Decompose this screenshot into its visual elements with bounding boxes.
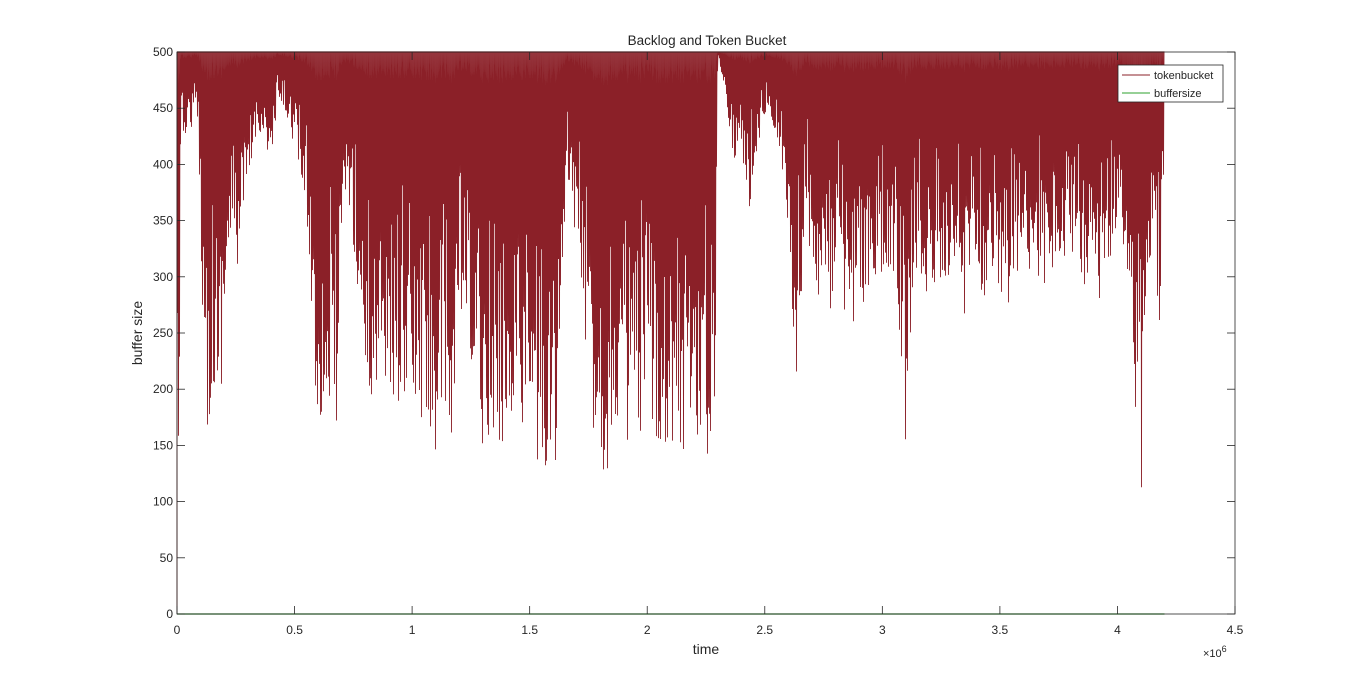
legend-label-buffersize: buffersize bbox=[1154, 88, 1202, 100]
x-axis-exponent: ×106 bbox=[1203, 644, 1227, 660]
x-tick-label: 0.5 bbox=[286, 623, 303, 637]
legend-box bbox=[1117, 64, 1224, 103]
axes: 0 0.5 1 1.5 2 2.5 3 3.5 4 4.5 0 50 100 150 200 250 300 35… bbox=[153, 45, 1244, 637]
y-tick-label: 50 bbox=[160, 551, 174, 565]
y-tick-label: 200 bbox=[153, 382, 173, 396]
y-tick-label: 500 bbox=[153, 45, 173, 59]
x-tick-label: 2.5 bbox=[756, 623, 773, 637]
y-tick-label: 400 bbox=[153, 157, 173, 171]
y-tick-label: 0 bbox=[166, 607, 173, 621]
x-axis-label: time bbox=[693, 641, 720, 657]
x-axis-exponent-power: 6 bbox=[1222, 644, 1227, 654]
x-tick-label: 3 bbox=[879, 623, 886, 637]
y-axis-label: buffer size bbox=[129, 301, 145, 366]
x-axis-exponent-base: ×10 bbox=[1203, 648, 1222, 660]
y-tick-label: 100 bbox=[153, 495, 173, 509]
y-tick-label: 250 bbox=[153, 326, 173, 340]
series-line-tokenbucket bbox=[176, 51, 1165, 614]
y-tick-label: 350 bbox=[153, 214, 173, 228]
x-tick-label: 4.5 bbox=[1227, 623, 1244, 637]
y-tick-label: 300 bbox=[153, 270, 173, 284]
x-tick-label: 4 bbox=[1114, 623, 1121, 637]
x-tick-label: 1 bbox=[409, 623, 416, 637]
legend: tokenbucket buffersize bbox=[1117, 64, 1224, 103]
y-tick-label: 450 bbox=[153, 101, 173, 115]
x-tick-label: 1.5 bbox=[521, 623, 538, 637]
x-tick-label: 3.5 bbox=[992, 623, 1009, 637]
legend-label-tokenbucket: tokenbucket bbox=[1154, 70, 1213, 82]
chart-title: Backlog and Token Bucket bbox=[628, 33, 787, 48]
y-tick-label: 150 bbox=[153, 438, 173, 452]
x-tick-label: 2 bbox=[644, 623, 651, 637]
x-tick-label: 0 bbox=[174, 623, 181, 637]
